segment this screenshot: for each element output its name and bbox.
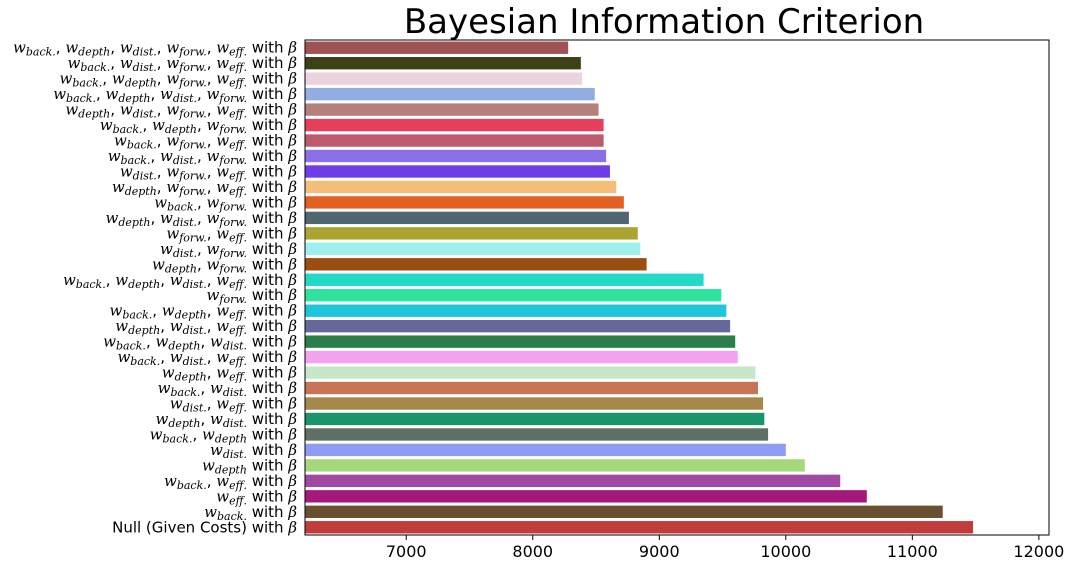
x-axis: 7000 8000 9000 10000 11000 12000 (386, 535, 1064, 561)
bar (305, 319, 731, 333)
category-label: wback., wdist., weff. with β (117, 348, 297, 368)
x-tick-label: 8000 (512, 542, 553, 561)
category-label: wback., wdepth, wdist. with β (103, 333, 297, 353)
category-label: wdepth, wdist., wforw. with β (106, 209, 298, 229)
category-label: wback., wdepth, wdist., weff. with β (63, 271, 297, 291)
bar (305, 505, 943, 518)
bar (305, 366, 756, 379)
category-label: Null (Given Costs) with β (112, 518, 297, 536)
bar (305, 227, 638, 240)
category-label: wback., wforw., weff. with β (114, 132, 297, 152)
category-label: wdist., wforw., weff. with β (120, 162, 298, 182)
x-tick-label: 10000 (760, 542, 811, 561)
bar (305, 41, 569, 54)
bar (305, 289, 722, 302)
category-label: wback., wdist., wforw. with β (108, 147, 298, 167)
bar (305, 165, 610, 178)
bar (305, 490, 867, 503)
bar (305, 397, 764, 410)
category-label: wback., weff. with β (164, 472, 297, 492)
x-tick-label: 9000 (639, 542, 680, 561)
x-tick-label: 7000 (386, 542, 427, 561)
category-label: wdepth, weff. with β (162, 364, 298, 384)
bar (305, 149, 607, 163)
category-label: weff. with β (216, 487, 297, 507)
category-label: wdepth with β (202, 456, 297, 476)
bar (305, 258, 647, 271)
category-label: wdepth, wforw. with β (152, 255, 297, 275)
x-tick-label: 12000 (1013, 542, 1064, 561)
plot-frame (304, 39, 1050, 536)
bar (305, 211, 629, 225)
category-label: wdist., wforw. with β (160, 240, 297, 260)
bar (305, 103, 599, 116)
bar (305, 474, 841, 488)
chart-title: Bayesian Information Criterion (404, 2, 924, 42)
bar (305, 350, 738, 364)
category-label: wback., wforw. with β (154, 193, 297, 213)
category-label: wback., wdist. with β (158, 379, 298, 399)
x-tick-label: 11000 (887, 542, 938, 561)
bar (305, 443, 786, 457)
bar (305, 428, 769, 441)
bar (305, 242, 641, 256)
bars-group (305, 41, 974, 534)
category-label: wback., wdepth, wdist., wforw. with β (53, 85, 297, 105)
category-label: wdepth, wdist., weff. with β (115, 317, 297, 337)
bar (305, 72, 583, 85)
category-label: wdist., weff. with β (170, 395, 298, 415)
category-label: wback., wdepth, wforw., weff. with β (60, 70, 298, 90)
category-label: wback., wdepth, wdist., wforw., weff. wi… (13, 39, 297, 59)
category-label: wdepth, wdist. with β (155, 410, 297, 430)
bar (305, 57, 581, 70)
category-label: wback., wdepth with β (150, 425, 298, 445)
category-label: wdepth, wforw., weff. with β (112, 178, 297, 198)
bar (305, 335, 736, 348)
category-label: wback., wdepth, weff. with β (109, 302, 297, 322)
bar (305, 180, 617, 194)
bar (305, 412, 765, 426)
category-label: wdist. with β (210, 441, 297, 461)
bar (305, 521, 974, 534)
category-label: wback., wdepth, wforw. with β (100, 116, 298, 136)
category-label: wback. with β (204, 503, 297, 523)
bar (305, 134, 604, 147)
category-label: wback., wdist., wforw., weff. with β (68, 54, 298, 74)
category-label: wdepth, wdist., wforw., weff. with β (65, 101, 297, 121)
category-labels: wback., wdepth, wdist., wforw., weff. wi… (13, 39, 297, 537)
bar (305, 87, 595, 101)
bar (305, 273, 704, 286)
bar (305, 459, 805, 472)
bar (305, 118, 604, 132)
bar (305, 381, 758, 395)
category-label: wforw., weff. with β (166, 224, 297, 244)
bar (305, 304, 727, 317)
bar (305, 196, 624, 209)
category-label: wforw. with β (207, 286, 298, 306)
